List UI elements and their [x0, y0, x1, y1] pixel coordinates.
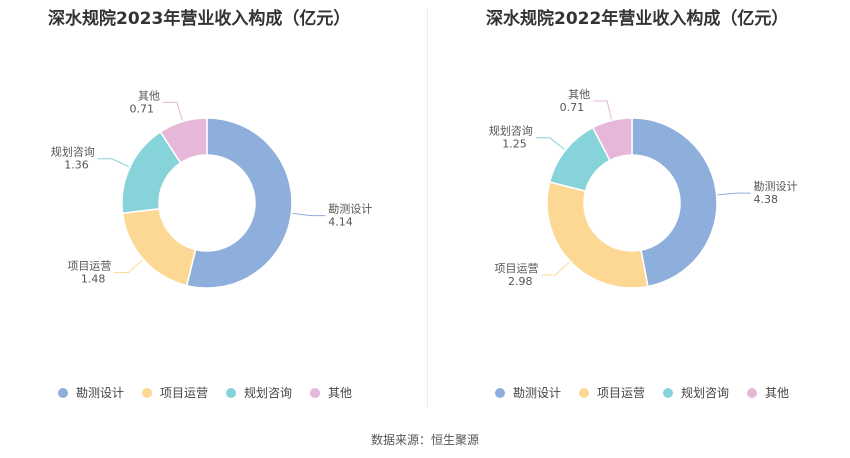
leader-line — [535, 137, 565, 150]
legend-item-其他[interactable]: 其他 — [310, 384, 352, 401]
slice-value: 0.71 — [560, 101, 585, 114]
slice-value: 0.71 — [129, 102, 154, 115]
legend-label: 勘测设计 — [513, 386, 562, 400]
legend-item-规划咨询[interactable]: 规划咨询 — [663, 384, 729, 401]
slice-label: 勘测设计 — [328, 203, 372, 216]
slice-value: 1.36 — [64, 159, 89, 172]
chart-panel-2023: 深水规院2023年营业收入构成（亿元） 勘测设计 4.14 项目运营 1.48 规划咨询… — [0, 0, 425, 410]
data-source-note: 数据来源：恒生聚源 — [370, 433, 479, 447]
leader-line — [162, 101, 183, 121]
donut-slice-项目运营[interactable] — [121, 207, 197, 287]
legend-label: 勘测设计 — [76, 386, 125, 400]
leader-line — [717, 192, 751, 196]
slice-label: 规划咨询 — [51, 145, 95, 159]
donut-slice-其他[interactable] — [159, 117, 208, 164]
leader-line — [114, 259, 143, 274]
chart-panel-2022: 深水规院2022年营业收入构成（亿元） 勘测设计 4.38 项目运营 2.98 规划咨询… — [425, 0, 850, 410]
legend-item-规划咨询[interactable]: 规划咨询 — [226, 384, 292, 401]
leader-line — [593, 100, 613, 120]
slice-value: 4.38 — [754, 193, 779, 206]
slice-value: 2.98 — [508, 275, 533, 288]
legend-item-项目运营[interactable]: 项目运营 — [142, 384, 208, 401]
leader-line — [292, 212, 326, 217]
legend-label: 其他 — [328, 386, 353, 400]
donut-slice-勘测设计[interactable] — [185, 117, 293, 289]
legend-dot — [310, 387, 321, 398]
slice-value: 1.48 — [81, 273, 106, 286]
chart-title: 深水规院2023年营业收入构成（亿元） — [48, 9, 351, 29]
legend-item-勘测设计[interactable]: 勘测设计 — [58, 384, 124, 401]
slice-label: 项目运营 — [67, 259, 111, 273]
legend-label: 规划咨询 — [681, 386, 730, 400]
legend-item-勘测设计[interactable]: 勘测设计 — [495, 384, 561, 401]
legend-dot — [747, 387, 758, 398]
chart-legend: 勘测设计 项目运营 规划咨询 其他 — [495, 384, 789, 401]
panel-divider — [427, 8, 428, 408]
legend-dot — [495, 387, 505, 398]
slice-label: 规划咨询 — [489, 124, 533, 138]
chart-legend: 勘测设计 项目运营 规划咨询 其他 — [58, 384, 352, 401]
legend-dot — [58, 387, 68, 398]
legend-dot — [579, 387, 590, 398]
leader-line — [541, 261, 570, 276]
slice-value: 1.25 — [502, 138, 527, 151]
slice-label: 其他 — [138, 89, 160, 102]
legend-label: 项目运营 — [597, 386, 646, 400]
slice-label: 其他 — [568, 88, 590, 101]
legend-label: 其他 — [765, 386, 790, 400]
slice-value: 4.14 — [328, 216, 353, 229]
legend-label: 项目运营 — [160, 386, 209, 400]
leader-line — [97, 158, 130, 168]
legend-label: 规划咨询 — [244, 386, 293, 400]
slice-label: 勘测设计 — [754, 180, 798, 193]
legend-dot — [226, 387, 237, 398]
slice-label: 项目运营 — [495, 261, 539, 275]
donut-slice-项目运营[interactable] — [546, 181, 649, 289]
donut-slice-其他[interactable] — [591, 117, 633, 162]
legend-dot — [663, 387, 674, 398]
legend-item-项目运营[interactable]: 项目运营 — [579, 384, 645, 401]
legend-item-其他[interactable]: 其他 — [747, 384, 789, 401]
legend-dot — [142, 387, 153, 398]
chart-title: 深水规院2022年营业收入构成（亿元） — [486, 9, 789, 29]
donut-slice-勘测设计[interactable] — [631, 117, 718, 288]
